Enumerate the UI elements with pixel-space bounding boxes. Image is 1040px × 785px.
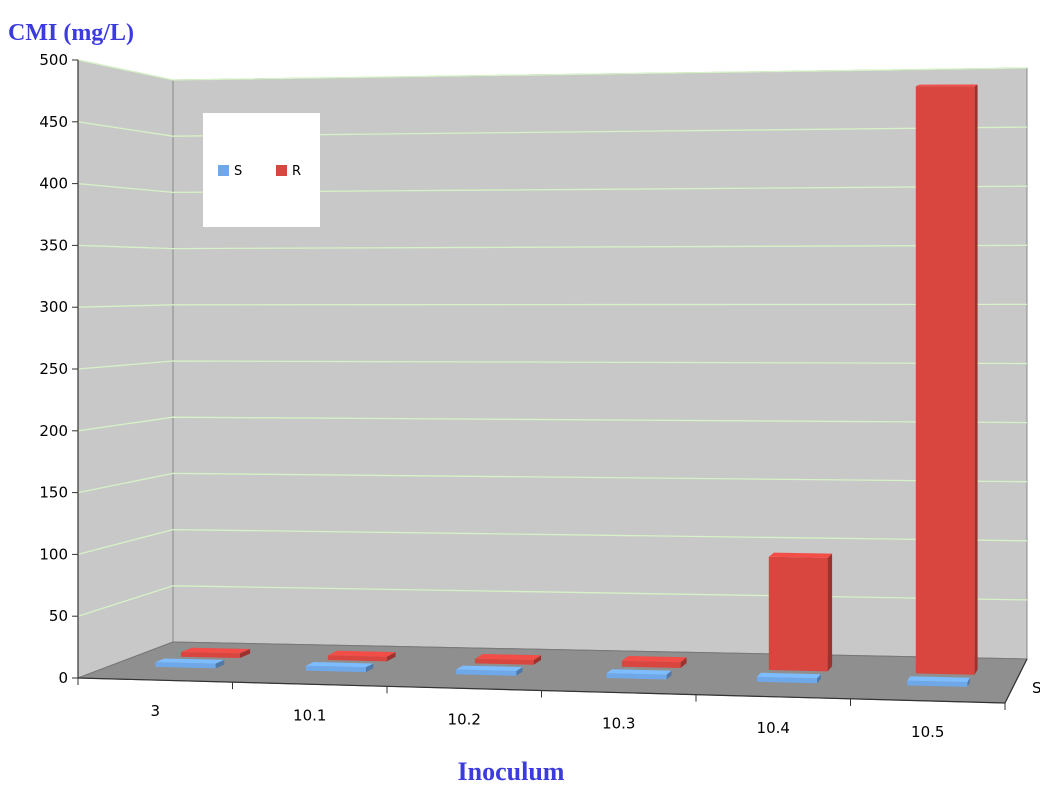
x-tick-label-10.3: 10.3 [602, 715, 635, 733]
bar-R-10.2 [474, 654, 542, 665]
gridline-150 [77, 472, 1028, 494]
bar-side [974, 84, 978, 675]
bar-S-10.4 [756, 672, 821, 684]
y-tick-label-500: 500 [39, 51, 68, 69]
chart-bars [155, 84, 978, 687]
gridline-50 [77, 585, 1028, 617]
bar-R-10.4 [768, 552, 833, 672]
chart-gridlines [77, 59, 1028, 617]
bar-front [474, 658, 534, 665]
depth-axis-label: S [1032, 679, 1040, 697]
bar-front [155, 662, 216, 669]
bar-front [621, 660, 681, 668]
bar-S-10.3 [606, 669, 672, 680]
gridline-350 [77, 244, 1028, 250]
bar-front [907, 680, 968, 687]
bar-side [239, 649, 251, 658]
bar-R-10.5 [915, 84, 978, 675]
bar-top [768, 552, 833, 558]
bar-side [386, 652, 396, 662]
x-tick-label-3: 3 [150, 702, 160, 720]
x-axis-ticks: 3 10.1 10.2 10.3 10.4 10.5 [77, 658, 1028, 741]
gridline-100 [77, 528, 1028, 556]
left-wall [77, 59, 174, 679]
bar-front [181, 652, 240, 658]
bar-side [215, 659, 225, 669]
bar-front [305, 665, 366, 673]
bar-side [967, 677, 970, 687]
x-tick-label-10.5: 10.5 [911, 723, 944, 741]
legend-swatch-s [218, 165, 229, 176]
y-tick-label-50: 50 [49, 607, 68, 625]
bar-front [606, 673, 667, 680]
x-tick-label-10.2: 10.2 [448, 710, 481, 728]
x-tick-label-10.4: 10.4 [757, 719, 790, 737]
legend-swatch-r [276, 165, 287, 176]
bar-top [915, 84, 978, 87]
y-tick-label-100: 100 [39, 545, 68, 563]
gridline-450 [77, 121, 1028, 137]
y-tick-label-0: 0 [58, 669, 68, 687]
bar-S-10.2 [456, 665, 523, 676]
bar-front [327, 655, 387, 662]
bar-top [456, 665, 523, 671]
bar-top [606, 669, 672, 675]
gridline-400 [77, 182, 1028, 194]
bar-top [907, 676, 970, 683]
bar-side [533, 655, 542, 665]
y-tick-label-250: 250 [39, 360, 68, 378]
gridline-200 [77, 416, 1028, 432]
bar-front [915, 86, 975, 675]
bar-side [365, 663, 374, 673]
bar-R-3 [181, 647, 251, 658]
y-tick-label-150: 150 [39, 484, 68, 502]
y-tick-label-400: 400 [39, 175, 68, 193]
bar-front [456, 669, 517, 676]
x-axis-title: Inoculum [458, 757, 565, 785]
x-tick-label-10.1: 10.1 [293, 706, 326, 724]
y-axis-ticks: 0 50 100 150 200 250 300 350 400 450 500 [39, 51, 79, 687]
bar-top [474, 654, 542, 660]
bar-S-10.5 [907, 676, 970, 687]
bar-top [621, 656, 687, 663]
bar-front [768, 556, 828, 672]
y-tick-label-450: 450 [39, 113, 68, 131]
bar-side [666, 670, 672, 680]
bar-top [327, 650, 396, 657]
y-axis-title: CMI (mg/L) [8, 20, 134, 46]
bar-R-10.1 [327, 650, 396, 662]
bar-front [756, 676, 817, 684]
legend-label-s: S [234, 164, 242, 179]
bar-S-3 [155, 658, 225, 669]
bar-side [516, 667, 523, 676]
gridline-300 [77, 303, 1028, 308]
bar-R-10.3 [621, 656, 687, 668]
bar-side [817, 674, 821, 684]
bar-S-10.1 [305, 662, 374, 673]
y-tick-label-200: 200 [39, 422, 68, 440]
bar-side [680, 657, 687, 668]
legend: S R [203, 113, 320, 227]
gridline-500 [77, 59, 1028, 81]
bar-top [155, 658, 225, 664]
bar-side [827, 553, 833, 672]
y-tick-label-300: 300 [39, 298, 68, 316]
y-tick-label-350: 350 [39, 236, 68, 254]
bar-top [756, 672, 821, 679]
legend-label-r: R [292, 164, 301, 179]
bar-top [181, 647, 251, 654]
depth-axis-line [1004, 658, 1028, 704]
gridline-250 [77, 360, 1028, 370]
bar-top [305, 662, 374, 668]
